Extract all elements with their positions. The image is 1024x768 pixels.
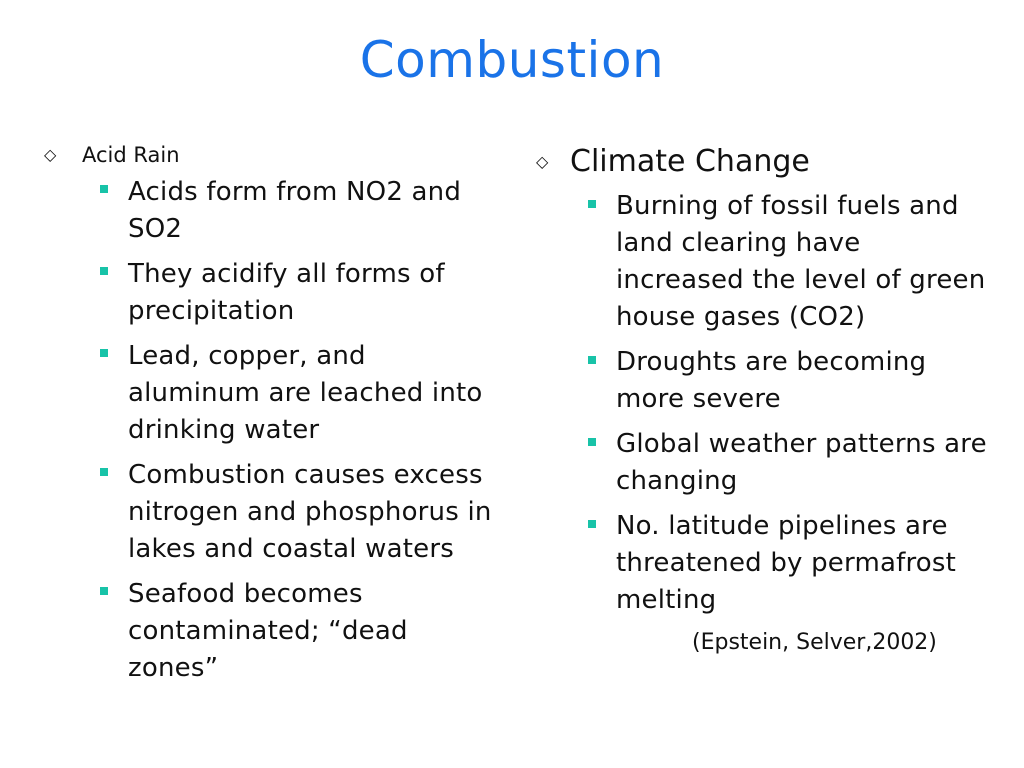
list-item: Droughts are becoming more severe xyxy=(530,344,990,418)
square-bullet-icon xyxy=(100,349,108,357)
climate-change-points: Burning of fossil fuels and land clearin… xyxy=(530,188,990,619)
diamond-bullet-icon: ◇ xyxy=(536,152,549,171)
list-item: Lead, copper, and aluminum are leached i… xyxy=(44,338,494,449)
square-bullet-icon xyxy=(588,200,596,208)
topic-heading: Climate Change xyxy=(570,144,810,179)
list-item-text: Global weather patterns are changing xyxy=(616,429,987,496)
list-item-text: Burning of fossil fuels and land clearin… xyxy=(616,191,986,332)
list-item-text: Droughts are becoming more severe xyxy=(616,347,927,414)
square-bullet-icon xyxy=(100,587,108,595)
right-column: ◇ Climate Change Burning of fossil fuels… xyxy=(530,140,990,659)
list-item: Seafood becomes contaminated; “dead zone… xyxy=(44,576,494,687)
topic-acid-rain: ◇ Acid Rain xyxy=(44,140,494,170)
square-bullet-icon xyxy=(100,185,108,193)
square-bullet-icon xyxy=(588,520,596,528)
list-item-text: Seafood becomes contaminated; “dead zone… xyxy=(128,579,408,683)
list-item: Burning of fossil fuels and land clearin… xyxy=(530,188,990,336)
acid-rain-points: Acids form from NO2 and SO2 They acidify… xyxy=(44,174,494,687)
square-bullet-icon xyxy=(588,438,596,446)
list-item-text: No. latitude pipelines are threatened by… xyxy=(616,511,957,615)
list-item: Combustion causes excess nitrogen and ph… xyxy=(44,457,494,568)
list-item: Acids form from NO2 and SO2 xyxy=(44,174,494,248)
citation: (Epstein, Selver,2002) xyxy=(692,630,937,655)
diamond-bullet-icon: ◇ xyxy=(44,145,57,164)
square-bullet-icon xyxy=(588,356,596,364)
topic-heading: Acid Rain xyxy=(82,143,180,167)
square-bullet-icon xyxy=(100,468,108,476)
list-item: They acidify all forms of precipitation xyxy=(44,256,494,330)
list-item-text: Combustion causes excess nitrogen and ph… xyxy=(128,460,492,564)
topic-climate-change: ◇ Climate Change xyxy=(530,140,990,184)
list-item: Global weather patterns are changing xyxy=(530,426,990,500)
list-item-text: Lead, copper, and aluminum are leached i… xyxy=(128,341,483,445)
list-item-text: Acids form from NO2 and SO2 xyxy=(128,177,462,244)
left-bullet-list: ◇ Acid Rain xyxy=(44,140,494,170)
left-column: ◇ Acid Rain Acids form from NO2 and SO2 … xyxy=(44,140,494,695)
square-bullet-icon xyxy=(100,267,108,275)
list-item-text: They acidify all forms of precipitation xyxy=(128,259,445,326)
right-bullet-list: ◇ Climate Change xyxy=(530,140,990,184)
slide-title: Combustion xyxy=(359,31,665,89)
list-item: No. latitude pipelines are threatened by… xyxy=(530,508,990,619)
